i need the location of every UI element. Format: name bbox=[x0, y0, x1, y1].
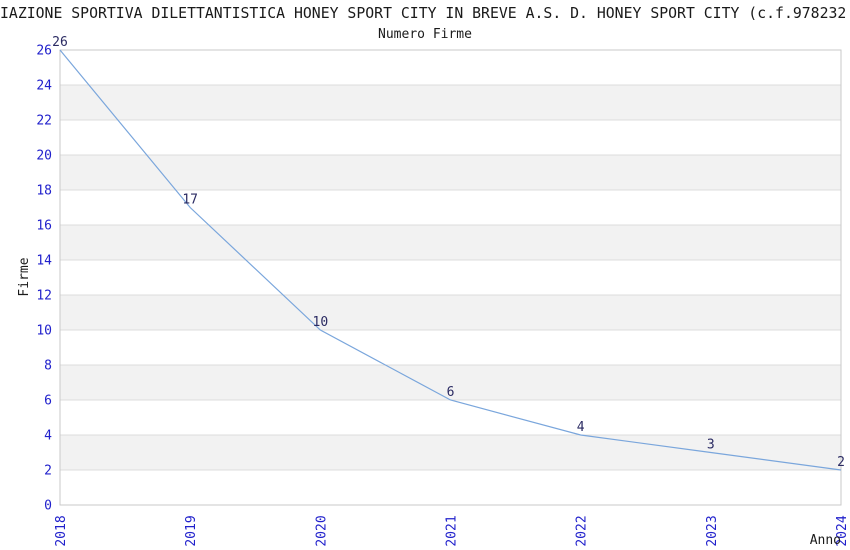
grid-band bbox=[60, 85, 841, 120]
y-tick-label: 26 bbox=[36, 44, 52, 59]
x-tick-label: 2020 bbox=[314, 515, 329, 546]
x-tick-label: 2024 bbox=[835, 515, 850, 546]
data-point-label: 17 bbox=[182, 193, 198, 208]
y-tick-label: 20 bbox=[36, 149, 52, 164]
y-tick-label: 18 bbox=[36, 184, 52, 199]
y-tick-label: 4 bbox=[44, 429, 52, 444]
y-tick-label: 12 bbox=[36, 289, 52, 304]
y-tick-label: 10 bbox=[36, 324, 52, 339]
data-point-label: 6 bbox=[447, 385, 455, 400]
y-tick-label: 14 bbox=[36, 254, 52, 269]
trend-line bbox=[59, 49, 842, 471]
grid-band bbox=[60, 225, 841, 260]
y-tick-label: 22 bbox=[36, 114, 52, 129]
y-tick-label: 2 bbox=[44, 464, 52, 479]
x-tick-label: 2018 bbox=[54, 515, 69, 546]
y-tick-label: 0 bbox=[44, 499, 52, 514]
data-point-label: 10 bbox=[313, 315, 329, 330]
grid-band bbox=[60, 295, 841, 330]
grid-band bbox=[60, 435, 841, 470]
y-tick-label: 16 bbox=[36, 219, 52, 234]
y-tick-label: 24 bbox=[36, 79, 52, 94]
data-point-label: 2 bbox=[837, 455, 845, 470]
plot-border bbox=[59, 49, 842, 506]
data-point-label: 3 bbox=[707, 438, 715, 453]
x-tick-label: 2019 bbox=[184, 515, 199, 546]
x-tick-label: 2021 bbox=[445, 515, 460, 546]
y-tick-label: 6 bbox=[44, 394, 52, 409]
grid-band bbox=[60, 365, 841, 400]
x-tick-label: 2022 bbox=[575, 515, 590, 546]
x-tick-label: 2023 bbox=[705, 515, 720, 546]
grid-band bbox=[60, 155, 841, 190]
data-point-label: 4 bbox=[577, 420, 585, 435]
y-tick-label: 8 bbox=[44, 359, 52, 374]
y-axis-title: Firme bbox=[17, 257, 32, 296]
chart-subtitle: Numero Firme bbox=[378, 27, 472, 42]
x-axis-title: Anno bbox=[810, 533, 841, 548]
data-point-label: 26 bbox=[52, 35, 68, 50]
chart-title: IAZIONE SPORTIVA DILETTANTISTICA HONEY S… bbox=[0, 5, 847, 22]
